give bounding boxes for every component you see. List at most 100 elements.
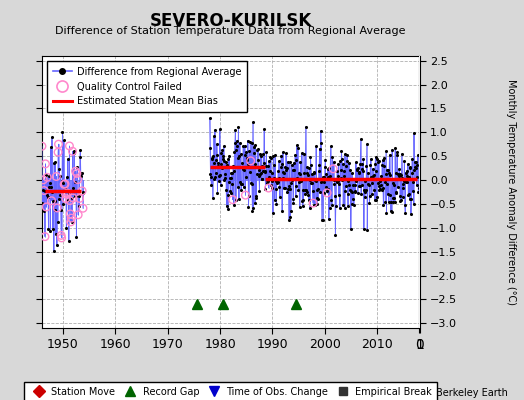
Point bbox=[231, 127, 239, 133]
Point bbox=[50, 198, 59, 205]
Point bbox=[243, 155, 251, 162]
Point bbox=[234, 124, 243, 130]
Point bbox=[338, 176, 346, 183]
Point bbox=[397, 197, 406, 203]
Point bbox=[294, 170, 303, 176]
Point bbox=[330, 181, 339, 188]
Point bbox=[379, 201, 388, 208]
Point bbox=[221, 175, 230, 181]
Point bbox=[337, 156, 346, 162]
Point bbox=[395, 166, 403, 172]
Point bbox=[221, 171, 229, 178]
Point bbox=[344, 203, 352, 210]
Point bbox=[223, 162, 231, 168]
Point bbox=[405, 174, 413, 181]
Point bbox=[63, 190, 71, 196]
Point bbox=[365, 182, 373, 188]
Point bbox=[369, 166, 377, 172]
Point bbox=[341, 188, 350, 195]
Point bbox=[311, 202, 319, 208]
Point bbox=[292, 183, 300, 190]
Point bbox=[222, 187, 231, 193]
Point bbox=[53, 219, 62, 225]
Point bbox=[214, 163, 223, 170]
Point bbox=[64, 197, 72, 204]
Point bbox=[293, 142, 301, 148]
Point bbox=[60, 185, 69, 191]
Point bbox=[49, 248, 58, 254]
Point bbox=[255, 167, 263, 174]
Point bbox=[375, 157, 383, 164]
Point bbox=[330, 176, 338, 183]
Point bbox=[317, 179, 325, 186]
Point bbox=[393, 149, 401, 156]
Point bbox=[237, 186, 245, 193]
Point bbox=[252, 194, 260, 201]
Point bbox=[254, 173, 263, 180]
Point bbox=[312, 195, 321, 201]
Point bbox=[289, 196, 297, 202]
Point bbox=[261, 168, 269, 175]
Point bbox=[376, 186, 384, 192]
Point bbox=[380, 155, 388, 161]
Point bbox=[353, 167, 362, 173]
Point bbox=[63, 156, 72, 162]
Point bbox=[298, 150, 306, 156]
Point bbox=[410, 167, 419, 173]
Point bbox=[271, 186, 280, 192]
Point bbox=[79, 189, 88, 195]
Point bbox=[331, 231, 340, 238]
Point bbox=[216, 172, 224, 178]
Point bbox=[307, 161, 315, 168]
Point bbox=[258, 176, 266, 183]
Point bbox=[402, 179, 410, 185]
Point bbox=[78, 170, 86, 176]
Point bbox=[209, 176, 217, 182]
Point bbox=[408, 156, 417, 162]
Point bbox=[356, 183, 364, 190]
Point bbox=[305, 176, 314, 183]
Point bbox=[72, 192, 80, 199]
Point bbox=[322, 187, 331, 194]
Point bbox=[387, 199, 396, 205]
Point bbox=[235, 153, 244, 160]
Point bbox=[351, 182, 359, 189]
Point bbox=[372, 168, 380, 174]
Point bbox=[284, 186, 292, 192]
Point bbox=[403, 179, 411, 185]
Point bbox=[39, 208, 48, 214]
Point bbox=[377, 181, 385, 188]
Point bbox=[207, 182, 215, 188]
Point bbox=[370, 172, 378, 178]
Point bbox=[78, 189, 86, 196]
Point bbox=[333, 168, 341, 174]
Point bbox=[60, 181, 69, 188]
Point bbox=[51, 207, 59, 213]
Point bbox=[324, 186, 333, 192]
Point bbox=[57, 235, 66, 241]
Point bbox=[39, 186, 47, 193]
Point bbox=[406, 165, 414, 172]
Point bbox=[277, 164, 285, 170]
Point bbox=[332, 203, 340, 209]
Point bbox=[350, 202, 358, 208]
Point bbox=[322, 184, 330, 191]
Point bbox=[357, 190, 365, 197]
Point bbox=[67, 215, 75, 221]
Point bbox=[406, 196, 414, 202]
Point bbox=[263, 176, 271, 183]
Point bbox=[49, 198, 58, 204]
Point bbox=[354, 169, 363, 176]
Point bbox=[214, 160, 222, 166]
Point bbox=[392, 170, 401, 176]
Point bbox=[375, 187, 384, 194]
Point bbox=[312, 143, 320, 150]
Point bbox=[281, 164, 289, 170]
Point bbox=[254, 146, 262, 152]
Point bbox=[269, 152, 278, 159]
Point bbox=[358, 168, 367, 174]
Point bbox=[287, 208, 295, 214]
Point bbox=[359, 226, 368, 232]
Point bbox=[73, 170, 81, 176]
Point bbox=[226, 190, 235, 197]
